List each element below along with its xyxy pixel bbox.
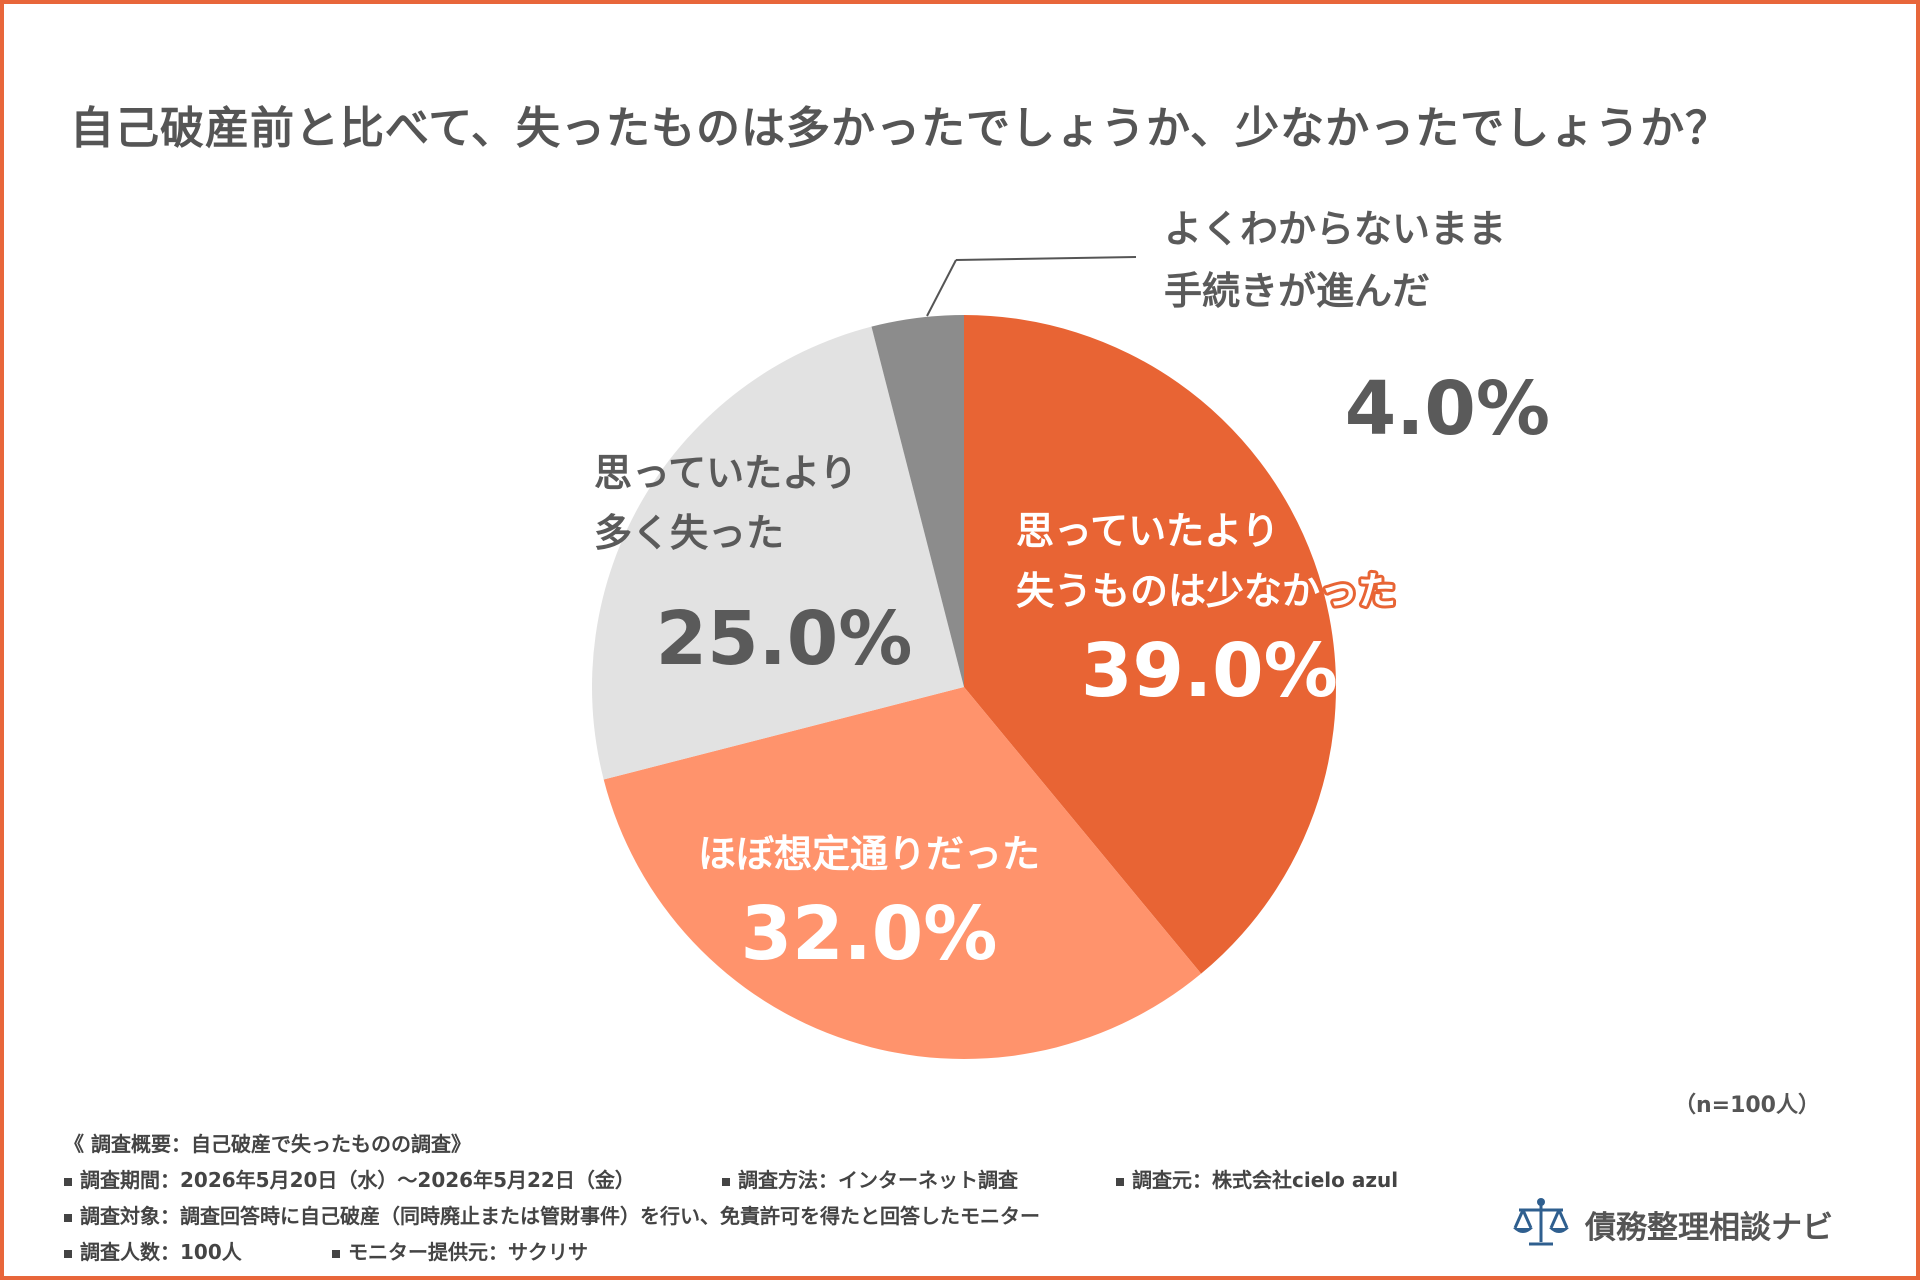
bullet-icon	[64, 1213, 72, 1222]
leader-line	[926, 259, 957, 317]
survey-provider-row: モニター提供元：サクリサ	[332, 1236, 588, 1265]
bullet-icon	[64, 1177, 72, 1186]
logo: 債務整理相談ナビ	[1509, 1196, 1833, 1252]
bullet-icon	[1116, 1177, 1124, 1186]
survey-provider: モニター提供元：サクリサ	[348, 1240, 588, 1264]
bullet-icon	[722, 1177, 730, 1186]
survey-method: 調査方法：インターネット調査	[738, 1168, 1018, 1192]
survey-target-row: 調査対象：調査回答時に自己破産（同時廃止または管財事件）を行い、免責許可を得たと…	[64, 1200, 1040, 1229]
survey-count-row: 調査人数：100人	[64, 1236, 242, 1265]
pie-slices	[592, 315, 1336, 1059]
slice-1-label-line-1: 思っていたより	[1016, 509, 1279, 553]
slice-1-value-label: 39.0%	[1081, 628, 1338, 714]
leader-line-horizontal	[955, 256, 1137, 261]
chart-title: 自己破産前と比べて、失ったものは多かったでしょうか、少なかったでしょうか？	[70, 103, 1731, 154]
survey-period: 調査期間：2026年5月20日（水）～2026年5月22日（金）	[80, 1168, 635, 1192]
pie-slice-4	[871, 315, 964, 687]
survey-target: 調査対象：調査回答時に自己破産（同時廃止または管財事件）を行い、免責許可を得たと…	[80, 1204, 1040, 1228]
survey-source: 調査元：株式会社cielo azul	[1132, 1168, 1399, 1192]
scales-of-justice-icon	[1513, 1198, 1569, 1246]
slice-3-label-line-2: 多く失った	[594, 511, 784, 555]
survey-period-row: 調査期間：2026年5月20日（水）～2026年5月22日（金）	[64, 1164, 635, 1193]
slice-4-label-line-1: よくわからないまま	[1164, 207, 1506, 251]
slice-1-label-line-2: 失うものは少なかった	[1016, 569, 1396, 613]
pie-slice-2	[603, 687, 1202, 1059]
slice-3-label-line-1: 思っていたより	[594, 451, 857, 495]
slice-2-value-label: 32.0%	[741, 891, 998, 977]
survey-count: 調査人数：100人	[80, 1240, 242, 1264]
slice-3-value-label: 25.0%	[656, 596, 913, 682]
survey-source-row: 調査元：株式会社cielo azul	[1116, 1164, 1398, 1193]
survey-method-row: 調査方法：インターネット調査	[722, 1164, 1018, 1193]
sample-size: （n=100人）	[1673, 1093, 1820, 1118]
slice-4-label-line-2: 手続きが進んだ	[1164, 269, 1430, 313]
pie-slice-1	[964, 315, 1336, 974]
logo-name: 債務整理相談ナビ	[1585, 1209, 1833, 1246]
survey-heading: 《 調査概要：自己破産で失ったものの調査》	[64, 1132, 471, 1156]
bullet-icon	[332, 1249, 340, 1258]
slice-2-label-line-1: ほぼ想定通りだった	[698, 832, 1040, 876]
pie-slice-3	[592, 326, 964, 780]
slice-4-value-label: 4.0%	[1345, 366, 1550, 452]
bullet-icon	[64, 1249, 72, 1258]
